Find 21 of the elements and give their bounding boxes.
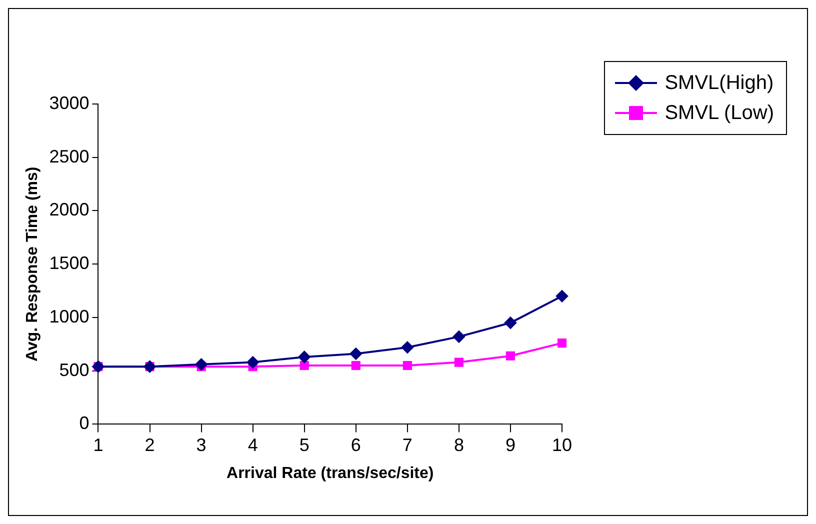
legend-label: SMVL (Low) [664,102,774,124]
x-tick-label: 2 [144,434,155,455]
x-axis-title: Arrival Rate (trans/sec/site) [226,464,434,482]
x-tick-label: 3 [196,434,206,455]
x-tick-label: 8 [454,434,464,455]
y-tick-label: 1500 [49,253,90,274]
y-tick-label: 500 [59,360,90,380]
y-tick-label: 0 [79,413,90,434]
x-tick-label: 5 [299,434,310,455]
y-axis-title: Avg. Response Time (ms) [24,166,42,362]
y-tick-label: 3000 [49,92,90,113]
y-tick-label: 2000 [49,200,90,220]
legend-label: SMVL(High) [664,72,774,94]
x-tick-label: 1 [93,434,104,455]
x-tick-label: 10 [552,434,572,455]
y-tick-label: 2500 [49,146,90,166]
x-tick-label: 6 [350,434,361,455]
x-tick-label: 7 [402,434,412,455]
x-tick-label: 4 [248,434,258,455]
x-tick-label: 9 [505,434,516,455]
y-tick-label: 1000 [49,306,90,326]
